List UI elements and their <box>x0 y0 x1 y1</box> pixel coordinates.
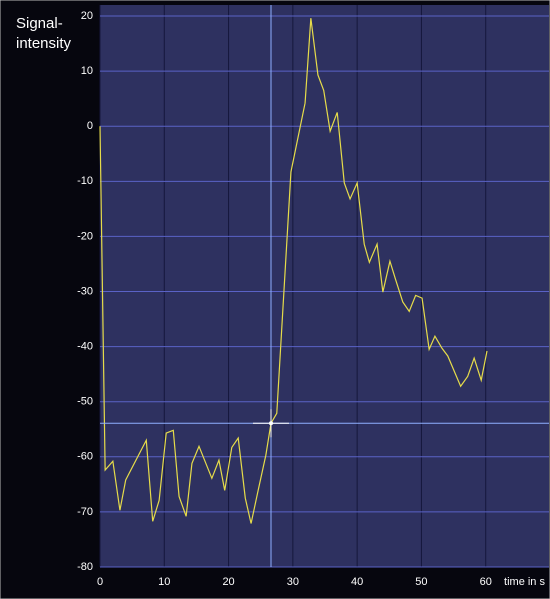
x-axis-label: time in s <box>504 576 545 588</box>
y-tick-label: -20 <box>77 230 93 242</box>
y-tick-label: -70 <box>77 506 93 518</box>
x-tick-label: 20 <box>222 576 234 588</box>
x-tick-label: 50 <box>415 576 427 588</box>
cursor-point <box>269 421 273 426</box>
y-axis-label: intensity <box>16 35 72 52</box>
x-tick-label: 30 <box>287 576 299 588</box>
y-tick-label: -50 <box>77 396 93 408</box>
y-tick-label: 0 <box>87 120 93 132</box>
y-tick-label: 20 <box>81 10 93 22</box>
x-tick-label: 10 <box>158 576 170 588</box>
data-line <box>99 18 488 524</box>
y-tick-label: 10 <box>81 65 93 77</box>
y-tick-label: -60 <box>77 451 93 463</box>
y-tick-label: -80 <box>77 561 93 573</box>
x-tick-label: 60 <box>480 576 492 588</box>
y-tick-label: -10 <box>77 175 93 187</box>
x-tick-label: 0 <box>97 576 103 588</box>
y-tick-label: -30 <box>77 285 93 297</box>
plot-area <box>100 5 549 567</box>
y-axis-label: Signal- <box>16 15 63 32</box>
y-tick-label: -40 <box>77 341 93 353</box>
x-tick-label: 40 <box>351 576 363 588</box>
